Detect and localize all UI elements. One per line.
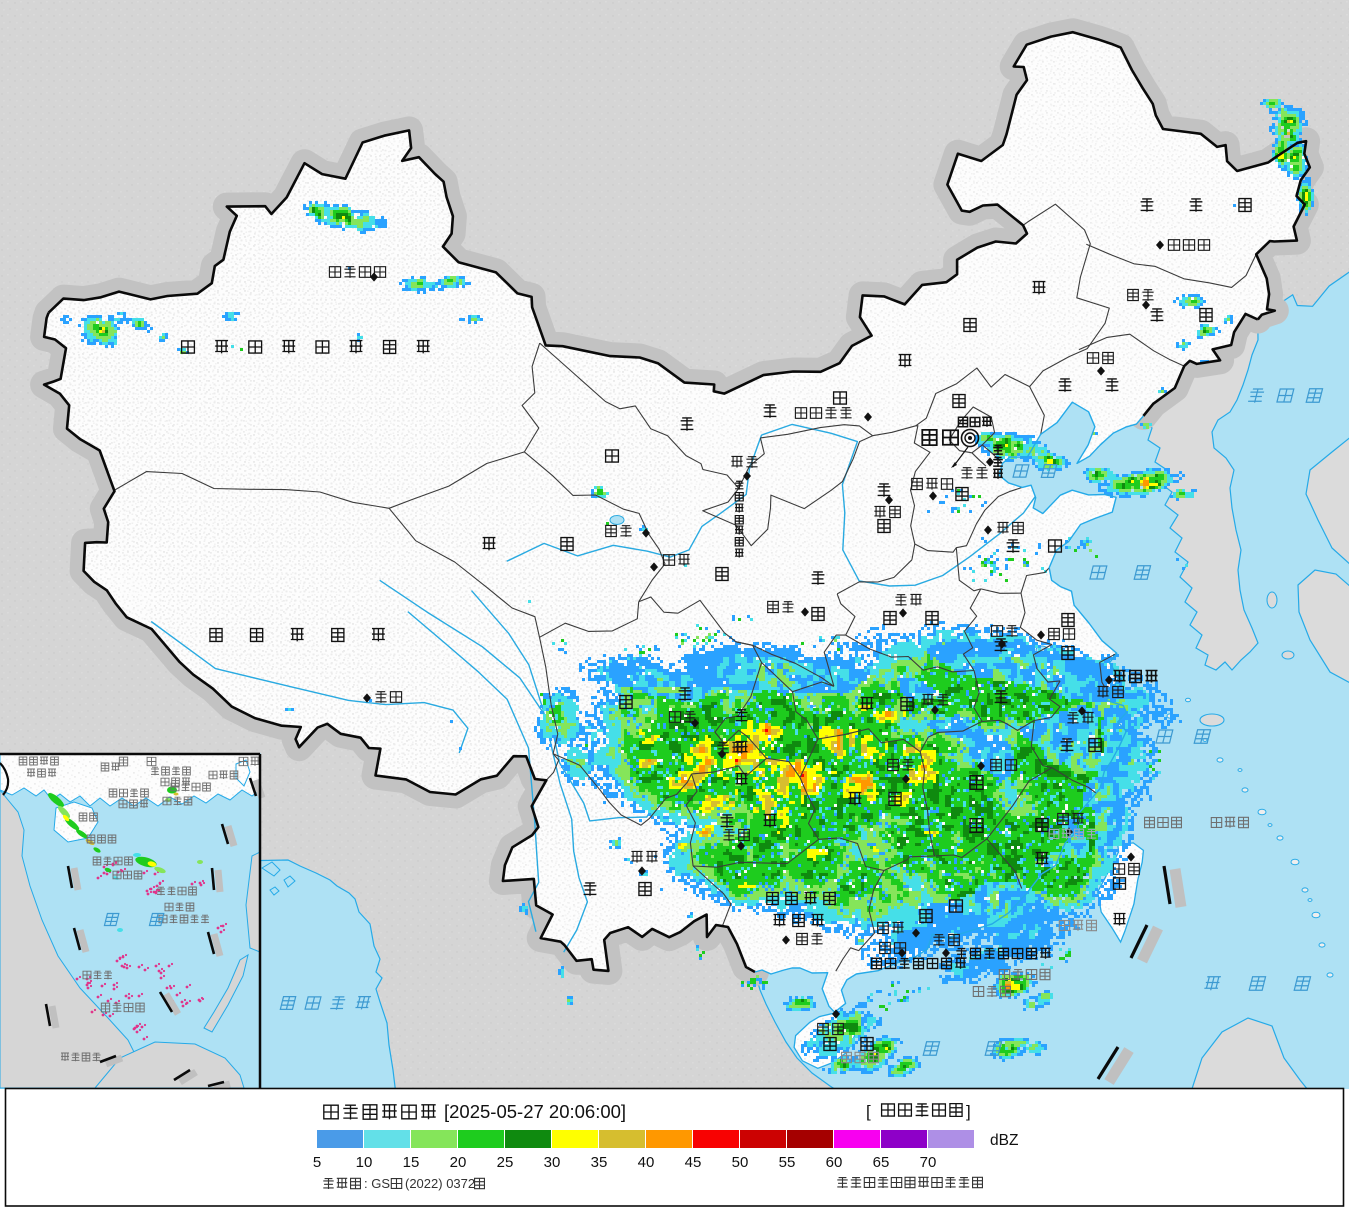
svg-text:20: 20 xyxy=(450,1154,467,1171)
svg-text:50: 50 xyxy=(732,1154,749,1171)
svg-text:55: 55 xyxy=(779,1154,796,1171)
svg-text:dBZ: dBZ xyxy=(990,1132,1018,1149)
svg-text:70: 70 xyxy=(920,1154,937,1171)
svg-text:45: 45 xyxy=(685,1154,702,1171)
svg-text:15: 15 xyxy=(403,1154,420,1171)
svg-text:: GS: : GS xyxy=(364,1176,390,1191)
svg-text:65: 65 xyxy=(873,1154,890,1171)
svg-text:25: 25 xyxy=(497,1154,514,1171)
svg-text:60: 60 xyxy=(826,1154,843,1171)
svg-text:(2022) 0372: (2022) 0372 xyxy=(405,1176,475,1191)
svg-text:[: [ xyxy=(866,1102,871,1121)
svg-text:40: 40 xyxy=(638,1154,655,1171)
svg-text:5: 5 xyxy=(313,1154,321,1171)
svg-text:10: 10 xyxy=(356,1154,373,1171)
svg-text:35: 35 xyxy=(591,1154,608,1171)
svg-text:[2025-05-27 20:06:00]: [2025-05-27 20:06:00] xyxy=(444,1101,626,1122)
svg-text:]: ] xyxy=(966,1102,971,1121)
svg-text:30: 30 xyxy=(544,1154,561,1171)
